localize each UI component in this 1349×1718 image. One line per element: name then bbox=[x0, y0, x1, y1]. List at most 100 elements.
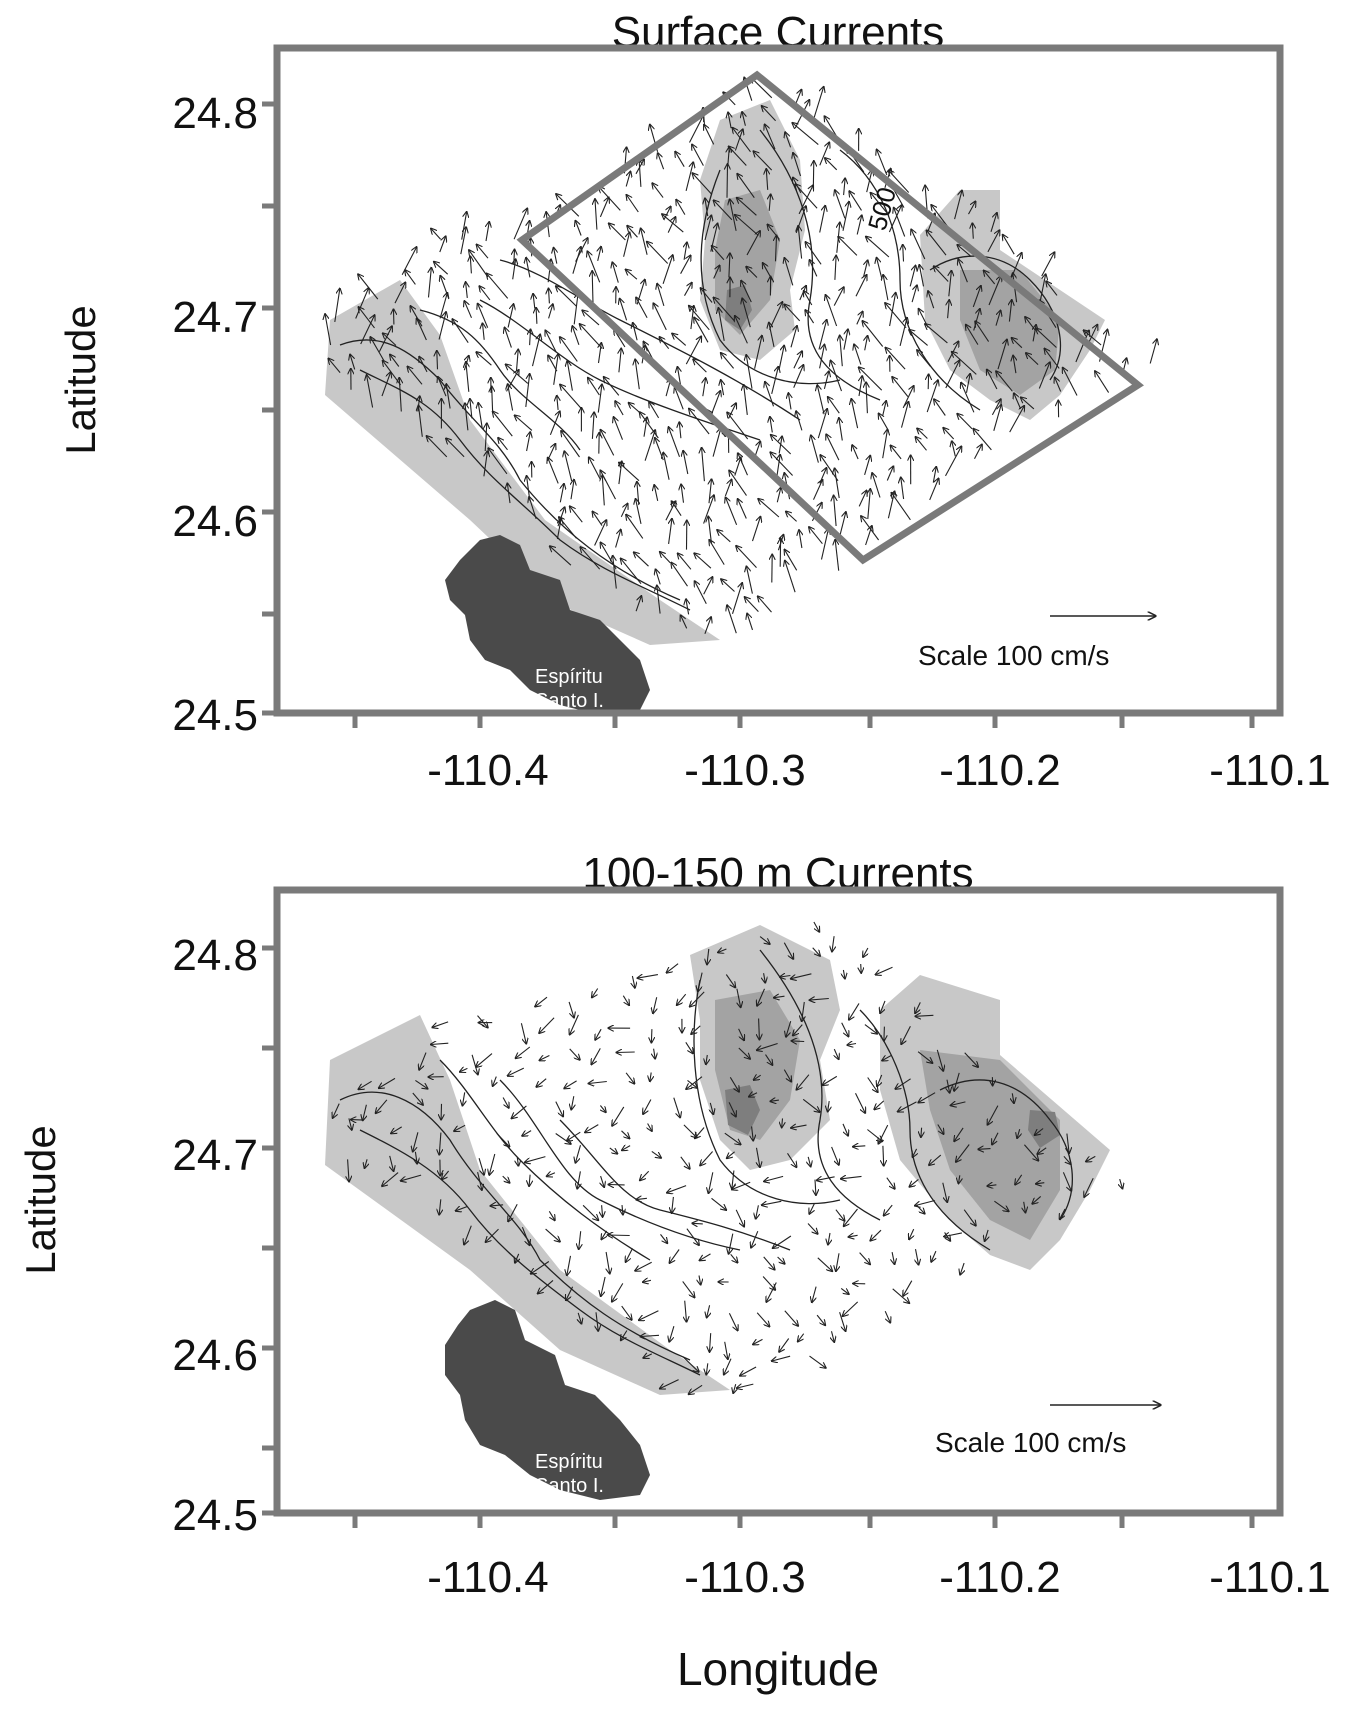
current-vector-arrow bbox=[471, 1054, 478, 1075]
current-vector-arrow bbox=[740, 1366, 757, 1376]
current-vector-arrow bbox=[898, 1101, 917, 1112]
current-vector-arrow bbox=[916, 1248, 919, 1264]
current-vector-arrow bbox=[813, 921, 819, 932]
current-vector-arrow bbox=[738, 499, 747, 519]
current-vector-arrow bbox=[1038, 1147, 1047, 1154]
current-vector-arrow bbox=[650, 1072, 651, 1082]
current-vector-arrow bbox=[613, 556, 617, 589]
current-vector-arrow bbox=[948, 300, 950, 319]
current-vector-arrow bbox=[766, 169, 767, 190]
current-vector-arrow bbox=[621, 1330, 628, 1341]
current-vector-arrow bbox=[600, 1105, 605, 1113]
current-vector-arrow bbox=[660, 1234, 668, 1243]
current-vector-arrow bbox=[721, 353, 735, 369]
current-vector-arrow bbox=[724, 480, 731, 497]
current-vector-arrow bbox=[817, 1177, 835, 1181]
current-vector-arrow bbox=[711, 1197, 727, 1210]
current-vector-arrow bbox=[709, 1172, 714, 1193]
current-vector-arrow bbox=[877, 150, 888, 176]
current-vector-arrow bbox=[987, 370, 998, 390]
current-vector-arrow bbox=[636, 1198, 647, 1199]
current-vector-arrow bbox=[769, 323, 775, 348]
current-vector-arrow bbox=[656, 570, 661, 585]
current-vector-arrow bbox=[784, 1310, 798, 1326]
current-vector-arrow bbox=[693, 173, 713, 195]
current-vector-arrow bbox=[990, 213, 997, 232]
current-vector-arrow bbox=[747, 614, 754, 631]
current-vector-arrow bbox=[729, 1233, 734, 1254]
current-vector-arrow bbox=[809, 1203, 815, 1213]
current-vector-arrow bbox=[641, 1335, 660, 1336]
current-vector-arrow bbox=[602, 1230, 607, 1239]
current-vector-arrow bbox=[987, 230, 1000, 253]
current-vector-arrow bbox=[884, 1026, 885, 1041]
current-vector-arrow bbox=[550, 546, 572, 566]
current-vector-arrow bbox=[348, 1159, 349, 1181]
current-vector-arrow bbox=[858, 491, 866, 507]
current-vector-arrow bbox=[681, 485, 683, 503]
current-vector-arrow bbox=[391, 1126, 402, 1133]
current-vector-arrow bbox=[954, 1072, 960, 1091]
current-vector-arrow bbox=[621, 1305, 632, 1320]
current-vector-arrow bbox=[622, 1205, 623, 1214]
current-vector-arrow bbox=[572, 247, 581, 274]
current-vector-arrow bbox=[695, 1127, 705, 1139]
current-vector-arrow bbox=[1063, 1155, 1071, 1164]
current-vector-arrow bbox=[689, 409, 710, 435]
current-vector-arrow bbox=[884, 1204, 893, 1215]
current-vector-arrow bbox=[835, 190, 846, 219]
current-vector-arrow bbox=[1023, 1144, 1038, 1161]
shallow-shelf bbox=[325, 1015, 730, 1395]
current-vector-arrow bbox=[693, 359, 707, 373]
current-vector-arrow bbox=[882, 430, 888, 459]
current-vector-arrow bbox=[725, 1341, 728, 1359]
current-vector-arrow bbox=[809, 527, 823, 545]
current-vector-arrow bbox=[883, 275, 889, 301]
current-vector-arrow bbox=[615, 530, 621, 548]
current-vector-arrow bbox=[657, 586, 660, 614]
current-vector-arrow bbox=[641, 229, 648, 255]
current-vector-arrow bbox=[622, 1146, 631, 1151]
current-vector-arrow bbox=[639, 160, 641, 187]
current-vector-arrow bbox=[793, 351, 802, 369]
current-vector-arrow bbox=[651, 1150, 661, 1157]
current-vector-arrow bbox=[758, 597, 772, 613]
current-vector-arrow bbox=[777, 1256, 785, 1264]
current-vector-arrow bbox=[440, 276, 450, 300]
current-vector-arrow bbox=[832, 936, 834, 951]
current-vector-arrow bbox=[823, 372, 828, 390]
current-vector-arrow bbox=[706, 1363, 708, 1374]
current-vector-arrow bbox=[429, 268, 432, 298]
current-vector-arrow bbox=[699, 1275, 701, 1285]
current-vector-arrow bbox=[866, 382, 867, 414]
current-vector-arrow bbox=[635, 1261, 652, 1270]
current-vector-arrow bbox=[839, 1312, 846, 1331]
current-vector-arrow bbox=[655, 438, 664, 461]
current-vector-arrow bbox=[675, 152, 685, 167]
current-vector-arrow bbox=[727, 1151, 735, 1158]
current-vector-arrow bbox=[505, 328, 512, 348]
current-vector-arrow bbox=[639, 1310, 659, 1320]
current-vector-arrow bbox=[672, 334, 687, 346]
current-vector-arrow bbox=[669, 427, 681, 457]
current-vector-arrow bbox=[788, 393, 791, 410]
current-vector-arrow bbox=[819, 206, 826, 233]
current-vector-arrow bbox=[793, 123, 819, 146]
y-tick-label: 24.7 bbox=[172, 293, 258, 342]
current-vector-arrow bbox=[560, 337, 578, 362]
current-vector-arrow bbox=[329, 359, 341, 373]
current-vector-arrow bbox=[597, 385, 602, 413]
current-vector-arrow bbox=[469, 250, 489, 278]
current-vector-arrow bbox=[439, 237, 446, 253]
current-vector-arrow bbox=[773, 1235, 792, 1248]
current-vector-arrow bbox=[797, 1074, 810, 1090]
current-vector-arrow bbox=[745, 597, 759, 612]
current-vector-arrow bbox=[985, 1229, 988, 1241]
current-vector-arrow bbox=[1024, 1201, 1026, 1213]
current-vector-arrow bbox=[686, 599, 689, 615]
current-vector-arrow bbox=[820, 529, 829, 560]
current-vector-arrow bbox=[383, 333, 397, 346]
current-vector-arrow bbox=[464, 1225, 472, 1245]
y-tick-label: 24.6 bbox=[172, 1331, 258, 1380]
current-vector-arrow bbox=[919, 1092, 936, 1103]
